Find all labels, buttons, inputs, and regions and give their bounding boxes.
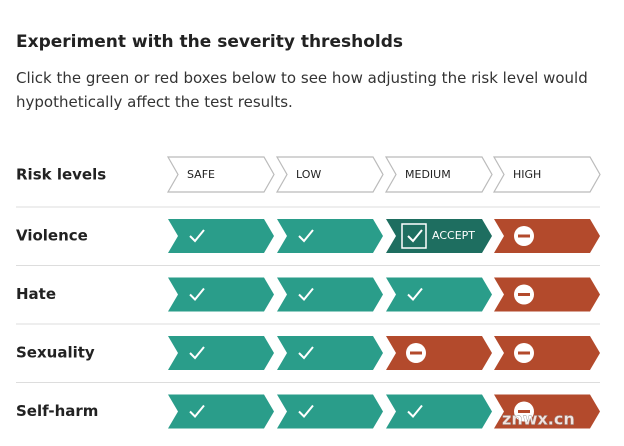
block-cell[interactable] bbox=[494, 277, 600, 312]
cell-chevron bbox=[277, 277, 383, 312]
cell-chevron bbox=[168, 277, 274, 312]
watermark: znwx.cn bbox=[502, 410, 575, 429]
level-chevron bbox=[275, 156, 384, 193]
accept-cell[interactable] bbox=[168, 336, 274, 370]
accept-cell[interactable] bbox=[168, 219, 274, 253]
block-cell[interactable] bbox=[494, 219, 600, 253]
cell-chevron bbox=[277, 336, 383, 370]
row-label: Violence bbox=[16, 227, 88, 245]
level-label: HIGH bbox=[513, 168, 541, 181]
check-icon bbox=[298, 404, 314, 418]
accept-cell[interactable] bbox=[277, 277, 383, 312]
cell-chevron bbox=[168, 336, 274, 370]
check-icon bbox=[298, 229, 314, 243]
cell-chevron bbox=[386, 394, 492, 429]
cell-chevron bbox=[168, 219, 274, 253]
check-icon bbox=[298, 287, 314, 301]
cell-chevron bbox=[386, 219, 492, 253]
block-cell[interactable] bbox=[494, 336, 600, 370]
row-label: Sexuality bbox=[16, 344, 95, 362]
level-label: SAFE bbox=[187, 168, 215, 181]
description: Click the green or red boxes below to se… bbox=[16, 69, 588, 111]
title: Experiment with the severity thresholds bbox=[16, 32, 403, 52]
accept-cell[interactable] bbox=[386, 394, 492, 429]
checkbox bbox=[401, 223, 427, 249]
block-bar bbox=[518, 293, 530, 296]
accept-cell[interactable] bbox=[277, 394, 383, 429]
block-bar bbox=[410, 351, 422, 355]
cell-chevron bbox=[494, 277, 600, 312]
cell-chevron bbox=[386, 336, 492, 370]
block-cell[interactable] bbox=[494, 394, 600, 429]
block-bar bbox=[518, 234, 530, 238]
hover-label: ACCEPT bbox=[432, 229, 475, 242]
row-label: Self-harm bbox=[16, 402, 98, 420]
check-icon bbox=[407, 404, 423, 418]
check-icon bbox=[189, 287, 205, 301]
cell-chevron bbox=[386, 277, 492, 312]
row-label: Hate bbox=[16, 285, 56, 303]
cell-chevron bbox=[277, 219, 383, 253]
accept-cell[interactable]: ACCEPT bbox=[386, 219, 492, 253]
accept-cell[interactable] bbox=[277, 336, 383, 370]
accept-cell[interactable] bbox=[168, 277, 274, 312]
check-icon bbox=[189, 346, 205, 360]
check-icon bbox=[407, 287, 423, 301]
accept-cell[interactable] bbox=[277, 219, 383, 253]
header-label: Risk levels bbox=[16, 166, 106, 184]
check-icon bbox=[298, 346, 314, 360]
block-bar bbox=[518, 351, 530, 355]
cell-chevron bbox=[494, 219, 600, 253]
level-chevron bbox=[166, 156, 275, 193]
accept-cell[interactable] bbox=[386, 277, 492, 312]
check-icon bbox=[407, 229, 423, 243]
check-icon bbox=[189, 404, 205, 418]
block-bar bbox=[518, 410, 530, 413]
level-label: LOW bbox=[296, 168, 321, 181]
check-icon bbox=[189, 229, 205, 243]
cell-chevron bbox=[277, 394, 383, 429]
cell-chevron bbox=[494, 336, 600, 370]
level-label: MEDIUM bbox=[405, 168, 451, 181]
cell-chevron bbox=[168, 394, 274, 429]
level-chevron bbox=[384, 156, 493, 193]
level-chevron bbox=[492, 156, 601, 193]
block-cell[interactable] bbox=[386, 336, 492, 370]
accept-cell[interactable] bbox=[168, 394, 274, 429]
